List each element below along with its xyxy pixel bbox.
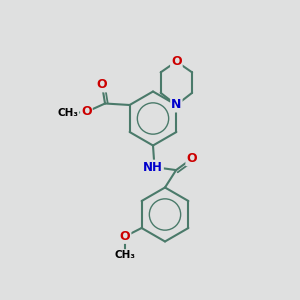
Text: O: O: [81, 105, 92, 119]
Text: O: O: [120, 230, 130, 243]
Text: N: N: [171, 98, 182, 112]
Text: CH₃: CH₃: [115, 250, 136, 260]
Text: O: O: [97, 78, 107, 92]
Text: O: O: [171, 55, 182, 68]
Text: CH₃: CH₃: [57, 108, 78, 118]
Text: NH: NH: [143, 160, 163, 174]
Text: O: O: [186, 152, 197, 165]
